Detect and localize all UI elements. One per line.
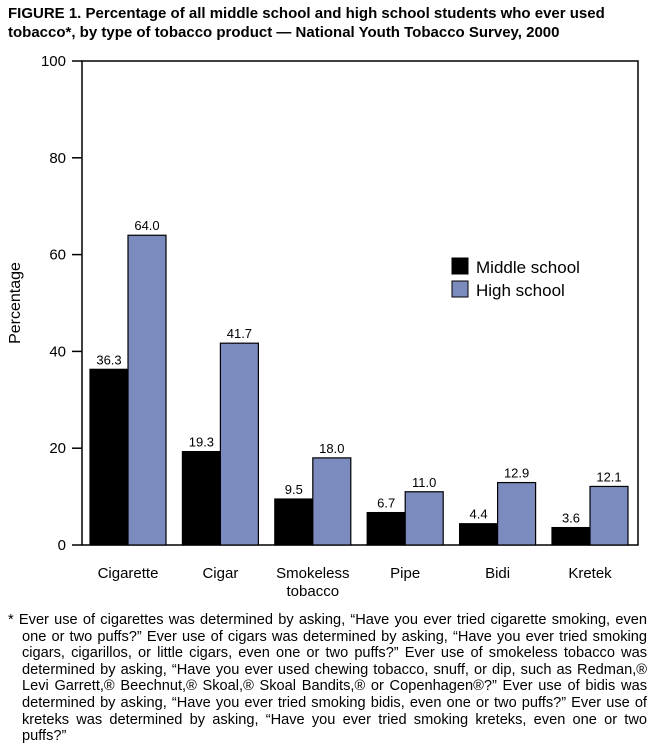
- y-tick-label: 60: [49, 247, 66, 264]
- data-label: 64.0: [134, 218, 159, 233]
- data-label: 12.9: [504, 466, 529, 481]
- y-tick-label: 40: [49, 343, 66, 360]
- bar-middle-school: [89, 368, 129, 546]
- y-tick-label: 80: [49, 150, 66, 167]
- y-tick-label: 0: [58, 537, 66, 554]
- footnote: * Ever use of cigarettes was determined …: [8, 612, 647, 745]
- legend-label: High school: [476, 281, 565, 300]
- x-tick-label: Pipe: [390, 565, 420, 582]
- data-label: 6.7: [377, 496, 395, 511]
- data-label: 18.0: [319, 441, 344, 456]
- legend-swatch: [451, 280, 469, 298]
- x-tick-label: tobacco: [287, 583, 340, 600]
- plot-frame: [81, 60, 639, 546]
- data-label: 4.4: [470, 507, 488, 522]
- data-label: 36.3: [96, 352, 121, 367]
- bar-high-school: [497, 481, 537, 546]
- x-tick-label: Cigar: [202, 565, 238, 582]
- bar-high-school: [219, 342, 259, 546]
- bar-high-school: [589, 485, 629, 546]
- bar-high-school: [404, 491, 444, 546]
- bar-middle-school: [181, 450, 221, 546]
- x-tick-label: Smokeless: [276, 565, 349, 582]
- figure-title: FIGURE 1. Percentage of all middle schoo…: [8, 5, 605, 41]
- legend-label: Middle school: [476, 258, 580, 277]
- legend-swatch: [451, 257, 469, 275]
- bar-high-school: [312, 457, 352, 546]
- x-tick-label: Cigarette: [98, 565, 159, 582]
- y-axis-label: Percentage: [7, 262, 24, 344]
- bar-middle-school: [366, 511, 406, 546]
- data-label: 9.5: [285, 482, 303, 497]
- bar-high-school: [127, 234, 167, 546]
- data-label: 19.3: [189, 435, 214, 450]
- y-tick-label: 100: [41, 53, 66, 70]
- x-tick-label: Bidi: [485, 565, 510, 582]
- bar-middle-school: [459, 523, 499, 546]
- bar-middle-school: [274, 498, 314, 546]
- data-label: 41.7: [227, 326, 252, 341]
- bar-middle-school: [551, 526, 591, 546]
- bar-chart: 0 20 40 60 80 100 Percentage 36.3 64.0 Cigarette 1…: [7, 53, 639, 600]
- x-tick-label: Kretek: [568, 565, 612, 582]
- y-tick-label: 20: [49, 440, 66, 457]
- data-label: 11.0: [412, 475, 436, 490]
- data-label: 12.1: [596, 469, 621, 484]
- data-label: 3.6: [562, 511, 580, 526]
